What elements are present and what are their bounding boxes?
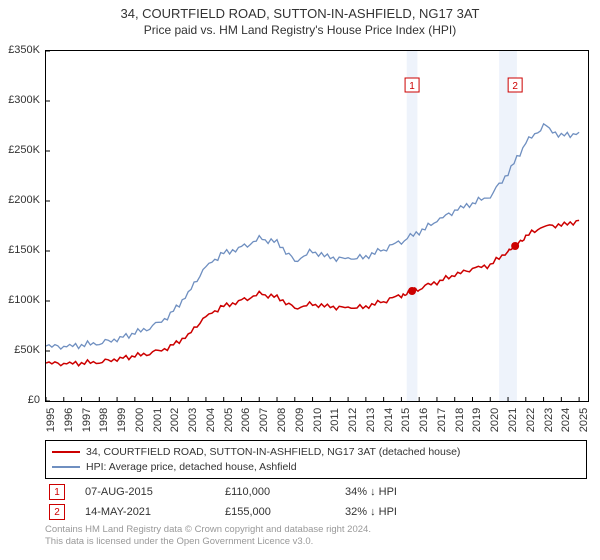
x-tick-label: 2004 xyxy=(205,408,217,432)
y-tick-label: £50K xyxy=(0,344,40,356)
x-tick-label: 2017 xyxy=(436,408,448,432)
x-tick-label: 2007 xyxy=(258,408,270,432)
x-tick-label: 2002 xyxy=(169,408,181,432)
chart-svg: 12 xyxy=(46,51,588,401)
x-tick-label: 2008 xyxy=(276,408,288,432)
x-tick-label: 1995 xyxy=(45,408,57,432)
legend-swatch xyxy=(52,451,80,453)
svg-text:1: 1 xyxy=(409,81,415,92)
x-tick-label: 1996 xyxy=(63,408,75,432)
legend-swatch xyxy=(52,466,80,468)
y-tick-label: £350K xyxy=(0,44,40,56)
x-tick-label: 2005 xyxy=(223,408,235,432)
legend-label: HPI: Average price, detached house, Ashf… xyxy=(86,460,297,475)
x-tick-label: 2000 xyxy=(134,408,146,432)
point-hpi: 32% ↓ HPI xyxy=(345,506,465,518)
footer-line1: Contains HM Land Registry data © Crown c… xyxy=(45,524,587,536)
x-tick-label: 2003 xyxy=(187,408,199,432)
points-table: 1 07-AUG-2015£110,00034% ↓ HPI 2 14-MAY-202… xyxy=(45,482,587,522)
point-hpi: 34% ↓ HPI xyxy=(345,486,465,498)
point-price: £155,000 xyxy=(225,506,345,518)
x-tick-label: 1999 xyxy=(116,408,128,432)
y-tick-label: £300K xyxy=(0,94,40,106)
point-marker: 1 xyxy=(49,484,65,500)
x-tick-label: 2020 xyxy=(489,408,501,432)
svg-text:2: 2 xyxy=(512,81,518,92)
x-tick-label: 2010 xyxy=(312,408,324,432)
x-tick-label: 2012 xyxy=(347,408,359,432)
point-marker: 2 xyxy=(49,504,65,520)
legend: 34, COURTFIELD ROAD, SUTTON-IN-ASHFIELD,… xyxy=(45,440,587,479)
footer-line2: This data is licensed under the Open Gov… xyxy=(45,536,587,548)
point-date: 14-MAY-2021 xyxy=(85,506,225,518)
x-tick-label: 2013 xyxy=(365,408,377,432)
x-tick-label: 2024 xyxy=(560,408,572,432)
legend-label: 34, COURTFIELD ROAD, SUTTON-IN-ASHFIELD,… xyxy=(86,445,460,460)
price-point-row: 2 14-MAY-2021£155,00032% ↓ HPI xyxy=(45,502,587,522)
x-tick-label: 2021 xyxy=(507,408,519,432)
y-tick-label: £100K xyxy=(0,294,40,306)
point-date: 07-AUG-2015 xyxy=(85,486,225,498)
x-tick-label: 2009 xyxy=(294,408,306,432)
x-tick-label: 2015 xyxy=(400,408,412,432)
title: 34, COURTFIELD ROAD, SUTTON-IN-ASHFIELD,… xyxy=(0,6,600,21)
legend-item: HPI: Average price, detached house, Ashf… xyxy=(52,460,580,475)
x-tick-label: 2016 xyxy=(418,408,430,432)
x-tick-label: 2022 xyxy=(525,408,537,432)
x-tick-label: 2014 xyxy=(383,408,395,432)
x-tick-label: 2006 xyxy=(240,408,252,432)
y-tick-label: £0 xyxy=(0,394,40,406)
x-tick-label: 2019 xyxy=(471,408,483,432)
y-tick-label: £200K xyxy=(0,194,40,206)
y-tick-label: £250K xyxy=(0,144,40,156)
chart-area: 12 xyxy=(45,50,589,402)
title-block: 34, COURTFIELD ROAD, SUTTON-IN-ASHFIELD,… xyxy=(0,0,600,37)
x-tick-label: 1997 xyxy=(81,408,93,432)
chart-container: 34, COURTFIELD ROAD, SUTTON-IN-ASHFIELD,… xyxy=(0,0,600,560)
subtitle: Price paid vs. HM Land Registry's House … xyxy=(0,23,600,37)
x-tick-label: 2011 xyxy=(329,408,341,432)
legend-item: 34, COURTFIELD ROAD, SUTTON-IN-ASHFIELD,… xyxy=(52,445,580,460)
price-point-row: 1 07-AUG-2015£110,00034% ↓ HPI xyxy=(45,482,587,502)
x-tick-label: 2001 xyxy=(152,408,164,432)
x-tick-label: 2025 xyxy=(578,408,590,432)
x-tick-label: 1998 xyxy=(98,408,110,432)
point-price: £110,000 xyxy=(225,486,345,498)
y-tick-label: £150K xyxy=(0,244,40,256)
x-tick-label: 2023 xyxy=(543,408,555,432)
x-tick-label: 2018 xyxy=(454,408,466,432)
footer: Contains HM Land Registry data © Crown c… xyxy=(45,524,587,549)
